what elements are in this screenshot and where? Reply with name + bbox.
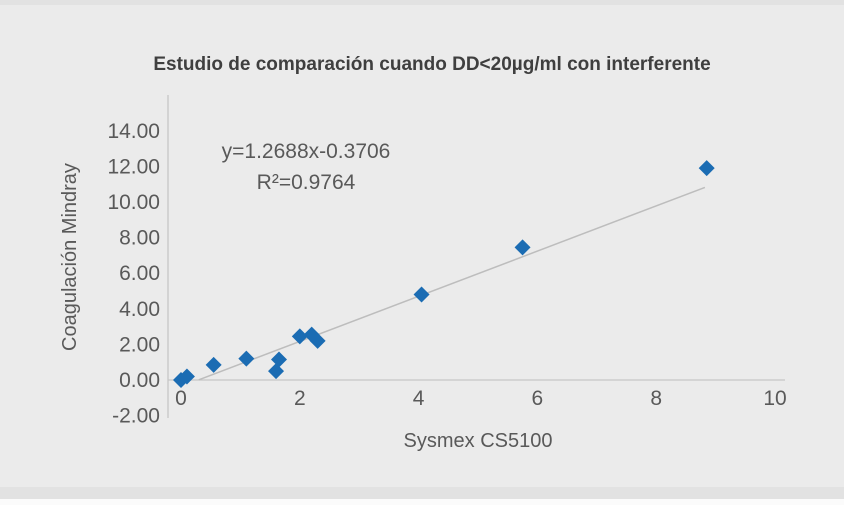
y-tick-label: 8.00 [119, 227, 160, 250]
trendline-equation: y=1.2688x-0.3706 [221, 140, 391, 163]
top-accent-bar [0, 0, 844, 5]
scatter-point [178, 368, 195, 385]
scatter-point [238, 350, 255, 367]
y-tick-label: 2.00 [119, 333, 160, 356]
y-tick-label: 6.00 [119, 262, 160, 285]
scatter-point [291, 328, 308, 345]
chart-title: Estudio de comparación cuando DD<20µg/ml… [153, 54, 711, 75]
trend-line [198, 186, 706, 381]
x-tick-label: 2 [294, 387, 306, 410]
y-tick-label: 0.00 [119, 369, 160, 392]
x-tick-label: 0 [175, 387, 187, 410]
scatter-point [698, 160, 715, 177]
y-tick-label: -2.00 [112, 405, 160, 428]
y-tick-label: 10.00 [107, 191, 160, 214]
scatter-point [309, 332, 326, 349]
r-squared-value: R²=0.9764 [256, 171, 356, 194]
trendline-equation-block: y=1.2688x-0.3706 R²=0.9764 [156, 136, 456, 198]
y-tick-label: 4.00 [119, 298, 160, 321]
x-tick-label: 6 [532, 387, 544, 410]
bottom-accent-bar [0, 487, 844, 499]
scatter-point [205, 356, 222, 373]
x-axis-title: Sysmex CS5100 [403, 430, 553, 452]
bottom-white-strip [0, 499, 844, 505]
x-tick-label: 4 [413, 387, 425, 410]
scatter-point [413, 286, 430, 303]
scatter-point [271, 351, 288, 368]
y-tick-label: 14.00 [107, 120, 160, 143]
y-tick-label: 12.00 [107, 155, 160, 178]
x-tick-label: 8 [650, 387, 662, 410]
scatter-point [268, 363, 285, 380]
x-tick-label: 10 [763, 387, 786, 410]
scatter-point [514, 239, 531, 256]
